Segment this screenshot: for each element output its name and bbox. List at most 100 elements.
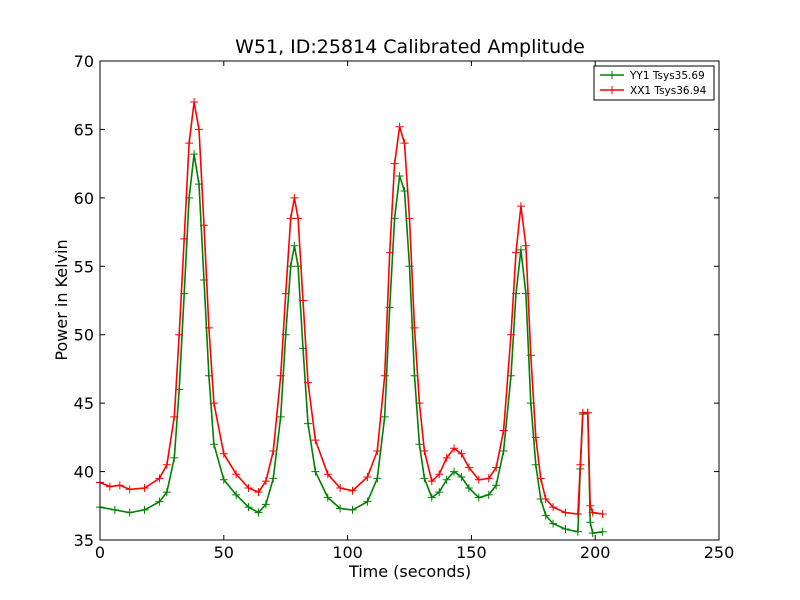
data-point — [435, 488, 444, 497]
data-point — [450, 444, 459, 453]
data-point — [516, 202, 525, 211]
legend-marker — [608, 86, 616, 94]
data-point — [415, 399, 424, 408]
legend-box — [593, 65, 715, 101]
axes: 0 50 100 150 200 250 35 40 45 50 55 60 65 70 — [74, 52, 735, 562]
data-point — [450, 467, 459, 476]
data-point — [195, 125, 204, 134]
legend-entry: XX1 Tsys36.94 — [600, 85, 707, 97]
data-point — [303, 378, 312, 387]
data-point — [576, 460, 585, 469]
data-point — [474, 493, 483, 502]
data-point — [492, 463, 501, 472]
data-point — [541, 494, 550, 503]
data-point — [261, 500, 270, 509]
data-point — [410, 323, 419, 332]
data-point — [269, 447, 278, 456]
y-tick-label: 55 — [74, 257, 94, 276]
data-point — [199, 221, 208, 230]
data-point — [492, 481, 501, 490]
data-point — [180, 234, 189, 243]
y-tick-label: 40 — [74, 463, 94, 482]
data-point — [427, 493, 436, 502]
data-point — [323, 470, 332, 479]
data-point — [531, 433, 540, 442]
data-point — [311, 436, 320, 445]
legend-label: YY1 Tsys35.69 — [629, 70, 705, 82]
legend: YY1 Tsys35.69 XX1 Tsys36.94 — [593, 65, 715, 101]
data-point — [190, 98, 199, 107]
data-point — [373, 447, 382, 456]
data-point — [140, 505, 149, 514]
x-axis-title: Time (seconds) — [348, 562, 471, 581]
data-point — [536, 474, 545, 483]
data-point — [420, 474, 429, 483]
data-point — [507, 330, 516, 339]
y-tick-label: 60 — [74, 189, 94, 208]
data-point — [170, 412, 179, 421]
data-point — [244, 483, 253, 492]
data-point — [395, 122, 404, 131]
axes-frame — [99, 60, 720, 541]
x-tick-label: 200 — [580, 543, 611, 562]
data-point — [303, 419, 312, 428]
y-tick-label: 35 — [74, 531, 94, 550]
data-point — [457, 449, 466, 458]
data-point — [561, 525, 570, 534]
data-point — [405, 214, 414, 223]
data-point — [484, 490, 493, 499]
plot-area — [96, 98, 607, 538]
data-point — [464, 463, 473, 472]
data-point — [276, 412, 285, 421]
data-point — [204, 323, 213, 332]
data-point — [294, 214, 303, 223]
data-point — [363, 497, 372, 506]
data-point — [435, 470, 444, 479]
data-point — [363, 473, 372, 482]
y-axis-title: Power in Kelvin — [52, 239, 71, 360]
data-point — [190, 150, 199, 159]
data-point — [115, 481, 124, 490]
data-point — [420, 447, 429, 456]
data-point — [464, 483, 473, 492]
data-point — [561, 508, 570, 517]
data-point — [573, 509, 582, 518]
data-point — [299, 296, 308, 305]
data-point — [385, 248, 394, 257]
data-point — [175, 330, 184, 339]
data-point — [541, 511, 550, 520]
data-point — [125, 485, 134, 494]
data-point — [311, 467, 320, 476]
data-point — [219, 449, 228, 458]
y-tick-label: 70 — [74, 52, 94, 71]
data-point — [155, 497, 164, 506]
data-point — [219, 475, 228, 484]
data-point — [232, 490, 241, 499]
legend-marker — [608, 71, 616, 79]
data-point — [583, 408, 592, 417]
legend-entry: YY1 Tsys35.69 — [600, 70, 705, 82]
data-point — [588, 529, 597, 538]
data-point — [521, 241, 530, 250]
data-point — [499, 447, 508, 456]
y-tick-label: 65 — [74, 120, 94, 139]
data-point — [380, 412, 389, 421]
series-2 — [96, 98, 607, 518]
data-point — [254, 508, 263, 517]
data-point — [348, 505, 357, 514]
data-point — [276, 371, 285, 380]
data-point — [244, 503, 253, 512]
data-point — [269, 474, 278, 483]
data-point — [209, 440, 218, 449]
data-point — [598, 509, 607, 518]
data-point — [290, 193, 299, 202]
y-tick-label: 45 — [74, 394, 94, 413]
y-tick-label: 50 — [74, 326, 94, 345]
data-point — [380, 371, 389, 380]
data-point — [209, 399, 218, 408]
data-point — [286, 214, 295, 223]
data-point — [549, 503, 558, 512]
data-point — [457, 473, 466, 482]
data-point — [162, 460, 171, 469]
data-point — [588, 508, 597, 517]
